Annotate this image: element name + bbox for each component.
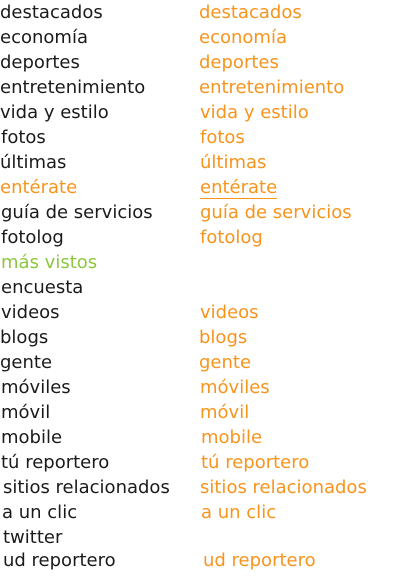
- menu-item-destacados[interactable]: destacados: [0, 2, 103, 24]
- menu-item-blogs-hover[interactable]: blogs: [199, 327, 247, 349]
- menu-item-label: economía: [0, 27, 88, 48]
- menu-item-label: sitios relacionados: [3, 477, 170, 498]
- menu-item-videos[interactable]: videos: [1, 302, 60, 324]
- menu-item-economia-hover[interactable]: economía: [199, 27, 287, 49]
- menu-item-label: gente: [0, 352, 53, 373]
- menu-item-fotolog[interactable]: fotolog: [1, 227, 64, 249]
- menu-item-label: guía de servicios: [1, 202, 153, 223]
- menu-item-ultimas-hover[interactable]: últimas: [200, 152, 266, 174]
- menu-item-label: a un clic: [2, 502, 78, 523]
- menu-item-label: destacados: [0, 2, 103, 23]
- menu-item-label: últimas: [0, 152, 67, 173]
- menu-item-label: blogs: [199, 327, 248, 348]
- menu-item-videos-hover[interactable]: videos: [200, 302, 259, 324]
- menu-item-label: guía de servicios: [200, 202, 352, 223]
- menu-item-twitter[interactable]: twitter: [3, 527, 62, 549]
- menu-item-mobile-hover[interactable]: mobile: [201, 427, 262, 449]
- menu-item-enterate-hover[interactable]: entérate: [200, 177, 278, 199]
- menu-item-label: sitios relacionados: [200, 477, 367, 498]
- menu-item-label: destacados: [199, 2, 302, 23]
- menu-item-gente-hover[interactable]: gente: [199, 352, 251, 374]
- menu-item-label: tú reportero: [201, 452, 310, 473]
- menu-item-label: deportes: [199, 52, 279, 73]
- menu-item-ud-reportero[interactable]: ud reportero: [3, 550, 116, 572]
- menu-item-label: entérate: [0, 177, 78, 198]
- menu-item-label: ud reportero: [203, 550, 316, 571]
- menu-item-label: entretenimiento: [0, 77, 146, 98]
- menu-item-deportes[interactable]: deportes: [0, 52, 80, 74]
- menu-item-label: videos: [200, 302, 259, 323]
- menu-item-tu-reportero[interactable]: tú reportero: [1, 452, 109, 474]
- menu-item-label: últimas: [200, 152, 267, 173]
- menu-item-fotos[interactable]: fotos: [1, 127, 46, 149]
- menu-item-label: móviles: [200, 377, 270, 398]
- menu-item-label: vida y estilo: [200, 102, 309, 123]
- menu-item-entretenimiento-hover[interactable]: entretenimiento: [199, 77, 344, 99]
- menu-item-label: gente: [199, 352, 252, 373]
- menu-item-blogs[interactable]: blogs: [0, 327, 48, 349]
- menu-item-a-un-clic-hover[interactable]: a un clic: [201, 502, 276, 524]
- menu-item-label: ud reportero: [3, 550, 116, 571]
- menu-item-mobile[interactable]: mobile: [1, 427, 62, 449]
- menu-item-vida-y-estilo-hover[interactable]: vida y estilo: [200, 102, 309, 124]
- menu-item-encuesta[interactable]: encuesta: [1, 277, 83, 299]
- menu-item-guia-de-servicios[interactable]: guía de servicios: [1, 202, 153, 224]
- menu-item-economia[interactable]: economía: [0, 27, 88, 49]
- menu-item-label: a un clic: [201, 502, 277, 523]
- menu-item-label: tú reportero: [1, 452, 110, 473]
- menu-item-entretenimiento[interactable]: entretenimiento: [0, 77, 145, 99]
- menu-item-label: mobile: [1, 427, 63, 448]
- menu-item-label: más vistos: [1, 252, 98, 273]
- menu-item-gente[interactable]: gente: [0, 352, 52, 374]
- menu-item-label: entérate: [200, 177, 278, 199]
- menu-item-movil-hover[interactable]: móvil: [200, 402, 249, 424]
- menu-item-movil[interactable]: móvil: [1, 402, 50, 424]
- menu-item-ultimas[interactable]: últimas: [0, 152, 66, 174]
- menu-item-label: mobile: [201, 427, 263, 448]
- menu-item-label: economía: [199, 27, 287, 48]
- menu-item-enterate[interactable]: entérate: [0, 177, 77, 199]
- menu-item-moviles[interactable]: móviles: [1, 377, 71, 399]
- menu-item-sitios-relacionados[interactable]: sitios relacionados: [3, 477, 170, 499]
- menu-item-label: fotolog: [200, 227, 263, 248]
- menu-item-label: vida y estilo: [0, 102, 109, 123]
- menu-item-deportes-hover[interactable]: deportes: [199, 52, 279, 74]
- menu-item-label: blogs: [0, 327, 49, 348]
- menu-item-label: fotolog: [1, 227, 64, 248]
- menu-item-label: móvil: [200, 402, 250, 423]
- menu-item-label: videos: [1, 302, 60, 323]
- menu-item-fotos-hover[interactable]: fotos: [200, 127, 245, 149]
- menu-item-label: encuesta: [1, 277, 84, 298]
- menu-item-tu-reportero-hover[interactable]: tú reportero: [201, 452, 309, 474]
- menu-item-mas-vistos[interactable]: más vistos: [1, 252, 97, 274]
- menu-item-ud-reportero-hover[interactable]: ud reportero: [203, 550, 316, 572]
- menu-item-label: entretenimiento: [199, 77, 345, 98]
- menu-item-moviles-hover[interactable]: móviles: [200, 377, 270, 399]
- menu-item-sitios-relacionados-hover[interactable]: sitios relacionados: [200, 477, 367, 499]
- menu-item-label: fotos: [1, 127, 46, 148]
- menu-item-a-un-clic[interactable]: a un clic: [2, 502, 77, 524]
- menu-item-vida-y-estilo[interactable]: vida y estilo: [0, 102, 109, 124]
- menu-item-label: twitter: [3, 527, 63, 548]
- menu-item-label: móvil: [1, 402, 51, 423]
- menu-item-label: fotos: [200, 127, 245, 148]
- menu-item-label: deportes: [0, 52, 80, 73]
- menu-item-fotolog-hover[interactable]: fotolog: [200, 227, 263, 249]
- menu-item-destacados-hover[interactable]: destacados: [199, 2, 302, 24]
- menu-item-guia-de-servicios-hover[interactable]: guía de servicios: [200, 202, 352, 224]
- menu-item-label: móviles: [1, 377, 71, 398]
